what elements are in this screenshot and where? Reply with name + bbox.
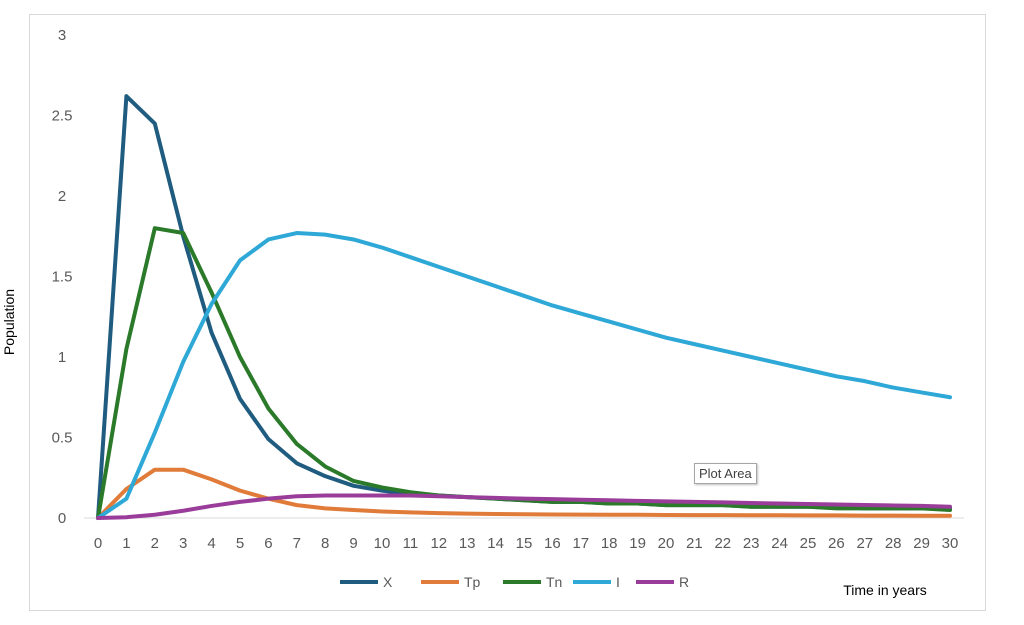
x-tick-label: 22 bbox=[714, 535, 731, 552]
y-tick-label: 2.5 bbox=[52, 108, 73, 125]
series-line-tp bbox=[96, 467, 952, 520]
series-lines bbox=[96, 94, 952, 520]
y-axis-ticks: 0 0.5 1 1.5 2 2.5 3 bbox=[52, 27, 73, 527]
y-tick-label: 2 bbox=[58, 188, 66, 205]
x-tick-label: 1 bbox=[122, 535, 130, 552]
x-tick-label: 19 bbox=[629, 535, 646, 552]
x-tick-label: 24 bbox=[771, 535, 788, 552]
x-tick-label: 0 bbox=[94, 535, 102, 552]
x-tick-label: 18 bbox=[601, 535, 618, 552]
legend-label-tn: Tn bbox=[546, 574, 562, 590]
series-line-i bbox=[96, 231, 952, 520]
y-tick-label: 0.5 bbox=[52, 430, 73, 447]
x-tick-label: 28 bbox=[885, 535, 902, 552]
legend-label-x: X bbox=[383, 574, 393, 590]
x-tick-label: 14 bbox=[487, 535, 504, 552]
series-line-r bbox=[96, 493, 952, 520]
x-tick-label: 21 bbox=[686, 535, 703, 552]
y-tick-label: 1 bbox=[58, 349, 66, 366]
x-tick-label: 16 bbox=[544, 535, 561, 552]
y-tick-label: 1.5 bbox=[52, 269, 73, 286]
x-tick-label: 7 bbox=[293, 535, 301, 552]
x-tick-label: 29 bbox=[913, 535, 930, 552]
series-line-x bbox=[96, 94, 952, 520]
x-tick-label: 27 bbox=[856, 535, 873, 552]
x-tick-label: 3 bbox=[179, 535, 187, 552]
x-tick-label: 20 bbox=[658, 535, 675, 552]
plot-area-tooltip: Plot Area bbox=[694, 463, 757, 484]
y-tick-label: 0 bbox=[58, 510, 66, 527]
x-tick-label: 9 bbox=[349, 535, 357, 552]
x-tick-label: 8 bbox=[321, 535, 329, 552]
x-tick-label: 23 bbox=[743, 535, 760, 552]
y-axis-title: Population bbox=[1, 289, 17, 355]
legend-label-tp: Tp bbox=[464, 574, 481, 590]
x-tick-label: 11 bbox=[403, 535, 419, 552]
x-tick-label: 30 bbox=[942, 535, 959, 552]
x-axis-ticks: 0 1 2 3 4 5 6 7 8 9 10 11 12 13 14 15 16 17 18 19 20 21 22 23 24… bbox=[94, 535, 959, 552]
x-tick-label: 4 bbox=[207, 535, 215, 552]
y-tick-label: 3 bbox=[58, 27, 66, 44]
x-tick-label: 13 bbox=[459, 535, 476, 552]
x-tick-label: 10 bbox=[374, 535, 391, 552]
legend-label-i: I bbox=[616, 574, 620, 590]
x-tick-label: 12 bbox=[430, 535, 447, 552]
legend: X Tp Tn I R bbox=[340, 574, 689, 590]
x-tick-label: 25 bbox=[800, 535, 817, 552]
legend-label-r: R bbox=[679, 574, 689, 590]
x-tick-label: 15 bbox=[516, 535, 533, 552]
x-tick-label: 5 bbox=[236, 535, 244, 552]
x-tick-label: 17 bbox=[572, 535, 589, 552]
x-axis-title: Time in years bbox=[843, 582, 927, 598]
x-tick-label: 6 bbox=[264, 535, 272, 552]
x-tick-label: 26 bbox=[828, 535, 845, 552]
x-tick-label: 2 bbox=[151, 535, 159, 552]
